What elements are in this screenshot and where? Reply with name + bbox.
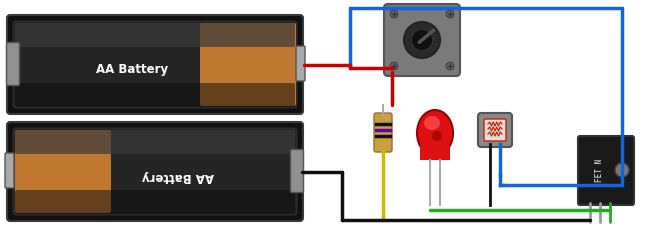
FancyBboxPatch shape xyxy=(15,83,295,107)
Text: AA Battery: AA Battery xyxy=(96,63,168,76)
FancyBboxPatch shape xyxy=(7,122,303,221)
FancyBboxPatch shape xyxy=(13,128,297,215)
FancyBboxPatch shape xyxy=(7,15,303,114)
Circle shape xyxy=(390,62,398,70)
Circle shape xyxy=(446,62,454,70)
Circle shape xyxy=(404,22,440,58)
FancyBboxPatch shape xyxy=(291,150,304,192)
Ellipse shape xyxy=(417,110,453,156)
FancyBboxPatch shape xyxy=(384,4,460,76)
Ellipse shape xyxy=(424,116,440,130)
FancyBboxPatch shape xyxy=(15,130,295,154)
FancyBboxPatch shape xyxy=(6,42,20,86)
FancyBboxPatch shape xyxy=(15,130,111,213)
FancyBboxPatch shape xyxy=(420,146,450,160)
FancyBboxPatch shape xyxy=(578,136,634,205)
Text: FET N: FET N xyxy=(595,159,604,182)
FancyBboxPatch shape xyxy=(200,23,296,106)
Ellipse shape xyxy=(432,131,442,141)
FancyBboxPatch shape xyxy=(296,46,305,81)
FancyBboxPatch shape xyxy=(484,119,506,141)
Circle shape xyxy=(411,29,433,51)
FancyBboxPatch shape xyxy=(15,23,295,47)
FancyBboxPatch shape xyxy=(478,113,512,147)
Circle shape xyxy=(615,163,629,177)
Circle shape xyxy=(390,10,398,18)
Circle shape xyxy=(446,10,454,18)
FancyBboxPatch shape xyxy=(374,113,392,152)
FancyBboxPatch shape xyxy=(13,21,297,108)
FancyBboxPatch shape xyxy=(5,153,14,188)
Text: AA Battery: AA Battery xyxy=(142,170,214,183)
FancyBboxPatch shape xyxy=(15,190,295,214)
